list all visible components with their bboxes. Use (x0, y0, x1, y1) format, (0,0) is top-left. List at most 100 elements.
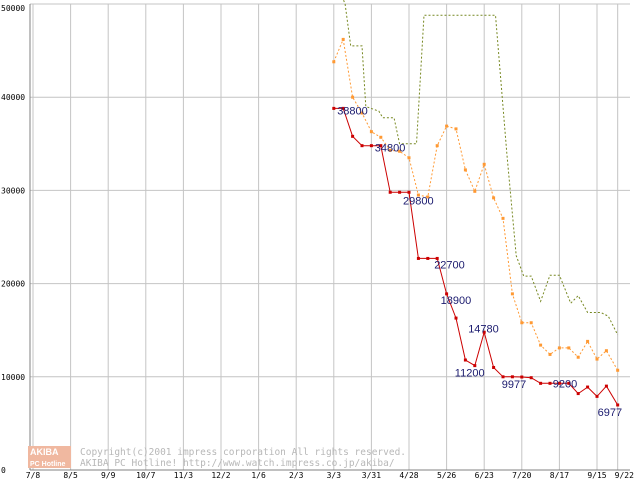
lowest-price-marker (567, 381, 571, 385)
average-price-marker (529, 321, 533, 325)
average-price-marker (616, 368, 620, 372)
data-label: 38800 (337, 105, 368, 117)
average-price-marker (416, 193, 420, 197)
lowest-price-marker (341, 106, 345, 110)
data-label: 18900 (441, 295, 472, 307)
y-tick-label: 50000 (1, 4, 25, 13)
data-label: 22700 (434, 259, 465, 271)
x-tick-label: 9/22 (615, 471, 634, 480)
lowest-price-marker (548, 381, 552, 385)
lowest-price-marker (426, 256, 430, 260)
y-tick-label: 30000 (1, 186, 25, 195)
average-price-marker (520, 321, 524, 325)
average-price-marker (388, 148, 392, 152)
x-tick-label: 3/3 (327, 471, 342, 480)
x-tick-label: 10/7 (136, 471, 155, 480)
highest-price-line (342, 0, 619, 336)
average-price-marker (454, 127, 458, 131)
y-tick-label: 40000 (1, 93, 25, 102)
lowest-price-marker (435, 256, 439, 260)
x-tick-label: 4/28 (399, 471, 418, 480)
average-price-marker (501, 216, 505, 220)
x-tick-label: 7/20 (512, 471, 531, 480)
lowest-price-marker (463, 358, 467, 362)
x-tick-label: 11/3 (174, 471, 193, 480)
lowest-price-marker (529, 376, 533, 380)
y-tick-label: 0 (1, 466, 6, 475)
copyright-watermark: AKIBA PC Hotline Copyright(c)2001 impres… (28, 446, 406, 469)
average-price-marker (595, 357, 599, 361)
svg-text:AKIBA: AKIBA (30, 447, 59, 457)
lowest-price-marker (595, 394, 599, 398)
lowest-price-marker (510, 375, 514, 379)
y-axis-ticks: 0 10000 20000 30000 40000 50000 (1, 4, 25, 475)
average-price-marker (379, 135, 383, 139)
lowest-price-marker (398, 190, 402, 194)
copyright-line: Copyright(c)2001 impress corporation All… (80, 447, 406, 458)
average-price-marker (473, 189, 477, 193)
average-price-marker (369, 130, 373, 134)
average-price-marker (407, 156, 411, 160)
average-price-marker (435, 144, 439, 148)
average-price-marker (463, 168, 467, 172)
average-price-marker (576, 355, 580, 359)
akiba-logo: AKIBA PC Hotline (28, 446, 71, 468)
lowest-price-marker (454, 316, 458, 320)
lowest-price-marker (388, 190, 392, 194)
lowest-price-marker (539, 381, 543, 385)
average-price-marker (482, 162, 486, 166)
lowest-price-marker (501, 375, 505, 379)
average-price-marker (332, 60, 336, 64)
lowest-price-marker (482, 330, 486, 334)
lowest-price-marker (473, 364, 477, 368)
data-label: 34800 (375, 143, 406, 155)
average-price-marker (426, 195, 430, 199)
x-tick-label: 8/5 (63, 471, 78, 480)
average-price-marker (360, 111, 364, 115)
lowest-price-marker (445, 292, 449, 296)
x-axis-ticks: 7/8 8/5 9/9 10/7 11/3 12/2 1/6 2/3 3/3 3/31 4/28 5/… (26, 471, 634, 480)
average-price-marker (586, 339, 590, 343)
average-price-marker (548, 352, 552, 356)
data-label: 6977 (598, 407, 622, 419)
x-tick-label: 6/23 (475, 471, 494, 480)
lowest-price-marker (492, 365, 496, 369)
lowest-price-marker (369, 144, 373, 148)
lowest-price-marker (332, 106, 336, 110)
x-tick-label: 9/9 (101, 471, 116, 480)
average-price-marker (351, 95, 355, 99)
average-price-marker (398, 149, 402, 153)
average-price-marker (557, 346, 561, 350)
average-price-marker (492, 196, 496, 200)
y-tick-label: 10000 (1, 373, 25, 382)
average-price-marker (539, 343, 543, 347)
x-tick-label: 8/17 (550, 471, 569, 480)
lowest-price-marker (586, 385, 590, 389)
url-line: AKIBA PC Hotline! http://www.watch.impre… (80, 458, 395, 469)
chart-series (332, 0, 620, 407)
x-tick-label: 7/8 (26, 471, 41, 480)
lowest-price-marker (379, 144, 383, 148)
data-label: 29800 (403, 195, 434, 207)
average-price-marker (604, 349, 608, 353)
lowest-price-marker (360, 144, 364, 148)
average-price-marker (567, 346, 571, 350)
lowest-price-marker (616, 403, 620, 407)
average-price-marker (341, 37, 345, 41)
data-label: 9977 (502, 379, 526, 391)
average-price-marker (445, 124, 449, 128)
data-labels: 38800 34800 29800 22700 18900 14780 11200 9977 9… (337, 105, 622, 419)
data-label: 9200 (553, 378, 577, 390)
lowest-price-marker (351, 134, 355, 138)
lowest-price-marker (557, 381, 561, 385)
data-label: 11200 (455, 368, 485, 380)
x-tick-label: 1/6 (251, 471, 266, 480)
x-tick-label: 3/31 (362, 471, 381, 480)
average-price-marker (510, 292, 514, 296)
data-label: 14780 (468, 323, 499, 335)
x-tick-label: 2/3 (289, 471, 304, 480)
x-tick-label: 12/2 (211, 471, 230, 480)
lowest-price-marker (576, 392, 580, 396)
lowest-price-marker (416, 256, 420, 260)
